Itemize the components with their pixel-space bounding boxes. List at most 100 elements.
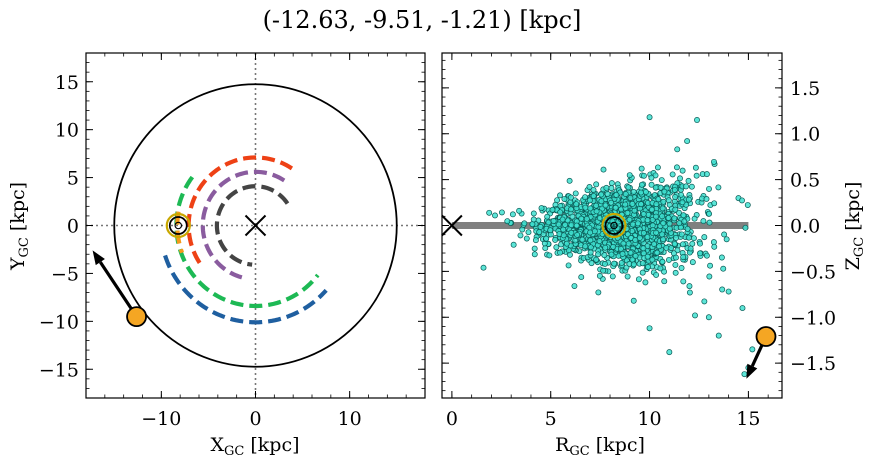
star-point bbox=[655, 196, 662, 203]
star-point bbox=[644, 234, 651, 241]
star-point bbox=[525, 229, 532, 236]
star-point bbox=[638, 181, 645, 188]
star-point bbox=[618, 260, 625, 266]
star-point bbox=[567, 194, 574, 201]
star-point bbox=[635, 276, 642, 283]
star-point bbox=[509, 211, 516, 218]
star-point bbox=[586, 183, 593, 190]
star-point bbox=[587, 249, 594, 256]
star-point bbox=[545, 219, 552, 226]
star-point bbox=[659, 258, 666, 265]
star-point bbox=[590, 193, 597, 199]
star-point bbox=[672, 269, 679, 276]
star-point bbox=[725, 288, 732, 295]
spiral-arm-purple bbox=[200, 169, 286, 280]
star-point bbox=[593, 256, 600, 263]
left-y-tick-label: −5 bbox=[51, 263, 79, 285]
star-point bbox=[626, 216, 633, 223]
star-point bbox=[531, 251, 538, 258]
star-point bbox=[685, 196, 692, 203]
star-point bbox=[602, 202, 609, 209]
star-point bbox=[665, 214, 672, 221]
star-point bbox=[608, 180, 615, 187]
star-point bbox=[644, 217, 651, 224]
star-point bbox=[653, 271, 660, 278]
star-point bbox=[739, 305, 746, 312]
star-point bbox=[555, 221, 562, 228]
star-point bbox=[608, 199, 615, 206]
star-point bbox=[721, 231, 728, 238]
right-overflow-markers bbox=[441, 214, 777, 379]
star-point bbox=[557, 209, 564, 216]
star-point bbox=[646, 114, 653, 121]
left-y-tick-label: −15 bbox=[39, 359, 79, 381]
star-point bbox=[546, 252, 553, 259]
star-point bbox=[707, 262, 714, 269]
star-point bbox=[536, 229, 543, 235]
star-point bbox=[665, 197, 672, 204]
star-point bbox=[521, 220, 528, 227]
star-point bbox=[673, 234, 680, 241]
right-y-axis-label: ZGC [kpc] bbox=[842, 182, 867, 271]
star-point bbox=[659, 213, 666, 220]
star-point bbox=[648, 181, 655, 188]
star-point bbox=[672, 261, 679, 268]
right-ticks: 0 5 10 15 −1.5 −1.0 −0.5 0.0 0.5 1.0 1.5 bbox=[442, 53, 836, 430]
star-point bbox=[693, 172, 700, 179]
star-point bbox=[530, 210, 537, 217]
star-point bbox=[703, 171, 710, 178]
star-point bbox=[600, 267, 607, 274]
star-point bbox=[549, 206, 556, 213]
star-point bbox=[565, 262, 572, 269]
star-point bbox=[705, 314, 712, 321]
star-point bbox=[641, 172, 647, 179]
star-point bbox=[697, 250, 703, 257]
star-point bbox=[601, 261, 608, 267]
star-point bbox=[657, 184, 664, 191]
star-point bbox=[711, 158, 717, 165]
star-point bbox=[516, 207, 523, 214]
star-point bbox=[691, 215, 698, 222]
star-point bbox=[640, 211, 647, 218]
star-point bbox=[674, 164, 680, 171]
star-point bbox=[486, 209, 493, 216]
star-point bbox=[617, 245, 624, 252]
star-point bbox=[700, 218, 707, 225]
star-point bbox=[579, 236, 586, 243]
star-point bbox=[684, 225, 691, 232]
star-point bbox=[686, 283, 693, 290]
star-point bbox=[600, 166, 607, 173]
star-point bbox=[685, 234, 692, 241]
star-point bbox=[654, 249, 661, 256]
star-point bbox=[610, 243, 617, 250]
star-point bbox=[604, 191, 611, 197]
star-point bbox=[654, 164, 661, 171]
star-point bbox=[568, 229, 575, 236]
star-point bbox=[630, 188, 637, 195]
left-x-tick-label: 10 bbox=[338, 408, 362, 430]
star-point bbox=[703, 252, 710, 259]
star-point bbox=[557, 249, 564, 256]
left-x-tick-label: −10 bbox=[141, 408, 181, 430]
star-point bbox=[678, 265, 685, 271]
star-point bbox=[666, 349, 673, 356]
star-point bbox=[583, 215, 590, 222]
star-point bbox=[557, 192, 563, 199]
star-point bbox=[658, 177, 665, 183]
star-point bbox=[686, 289, 693, 296]
star-point bbox=[568, 222, 575, 229]
star-point bbox=[687, 245, 694, 252]
star-point bbox=[689, 259, 696, 266]
star-point bbox=[659, 231, 666, 238]
star-point bbox=[679, 167, 686, 174]
star-point bbox=[578, 274, 585, 281]
star-point bbox=[627, 249, 634, 256]
star-point bbox=[744, 202, 751, 208]
star-point bbox=[680, 278, 687, 285]
star-point bbox=[611, 260, 618, 267]
star-point bbox=[562, 221, 569, 228]
star-point bbox=[638, 189, 644, 196]
star-point bbox=[572, 190, 579, 197]
right-galactic-center-marker bbox=[441, 214, 463, 237]
right-sun-marker bbox=[601, 212, 627, 239]
